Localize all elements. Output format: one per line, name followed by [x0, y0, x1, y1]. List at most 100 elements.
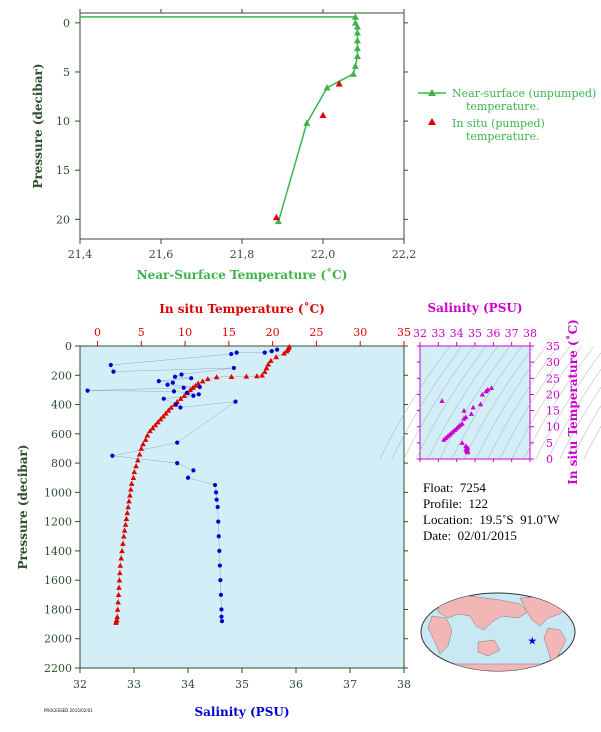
isopycnal: [523, 345, 595, 460]
ts-series: [439, 385, 495, 455]
pressure-tick-label: 400: [51, 399, 72, 412]
salinity-point: [111, 369, 116, 374]
temperature-point: [114, 613, 121, 620]
ts-panel: 32 33 34 35 36 37 38 0 5 10 15 20 25 30 35 Salinity (…: [379, 301, 601, 485]
salinity-point: [171, 389, 177, 394]
salinity-point: [218, 592, 224, 597]
isopycnal: [499, 345, 571, 460]
salinity-point: [216, 519, 221, 524]
salinity-point: [219, 619, 225, 624]
pressure-tick-label: 0: [65, 340, 72, 353]
salinity-point: [231, 365, 236, 371]
top-y-axis: 0 5 10 15 20: [56, 17, 408, 226]
salinity-tick-label: 36: [289, 678, 303, 691]
ts-salinity-tick-label: 35: [468, 327, 482, 340]
temperature-point: [144, 432, 151, 438]
temperature-point: [117, 570, 123, 576]
salinity-point: [185, 475, 191, 480]
temperature-point: [195, 380, 202, 386]
ts-point: [470, 404, 476, 410]
unpumped-temperature-point: [351, 13, 359, 20]
salinity-point: [196, 392, 201, 397]
unpumped-temperature-point: [303, 119, 311, 126]
salinity-point: [217, 563, 222, 568]
profile-series: [85, 343, 293, 625]
salinity-point: [178, 405, 183, 410]
salinity-axis: 32 33 34 35 36 37 38: [73, 668, 411, 691]
unpumped-temperature-point: [353, 29, 361, 36]
salinity-point: [191, 393, 196, 398]
pressure-tick-label: 1400: [44, 545, 72, 558]
ts-point: [468, 411, 474, 416]
isopycnal: [511, 345, 583, 460]
ts-salinity-tick-label: 32: [413, 327, 427, 340]
ts-salinity-tick-label: 38: [523, 327, 537, 340]
temperature-point: [127, 492, 133, 498]
ts-salinity-label: Salinity (PSU): [427, 301, 522, 315]
info-location: Location: 19.5˚S 91.0˚W: [423, 512, 560, 527]
pumped-temperature-point: [335, 80, 343, 87]
salinity-point: [213, 490, 219, 495]
temperature-point: [134, 457, 141, 463]
temperature-point: [120, 540, 126, 546]
temperature-point: [130, 474, 137, 480]
salinity-point: [191, 468, 196, 473]
top-y-tick-label: 15: [56, 164, 70, 177]
ts-temperature-label: In situ Temperature (˚C): [565, 319, 580, 485]
land-australia: [477, 639, 501, 657]
temperature-point: [115, 592, 122, 598]
world-map: ★: [420, 592, 576, 672]
legend-unpumped-marker: [428, 89, 436, 96]
temperature-point: [121, 527, 128, 533]
salinity-tick-label: 32: [73, 678, 87, 691]
ts-salinity-tick-label: 34: [450, 327, 464, 340]
isopycnal: [403, 345, 475, 460]
pressure-tick-label: 1800: [44, 603, 72, 616]
temperature-axis-label: In situ Temperature (˚C): [159, 301, 325, 316]
unpumped-temperature-point: [351, 62, 359, 69]
top-x-tick-label: 22,0: [311, 248, 336, 261]
temperature-point: [152, 422, 159, 428]
ts-point: [461, 416, 467, 421]
temperature-point: [133, 463, 139, 469]
ts-point: [465, 449, 471, 455]
top-y-tick-label: 5: [63, 66, 70, 79]
temperature-point: [147, 428, 153, 434]
float-info: Float: 7254 Profile: 122 Location: 19.5˚…: [423, 480, 559, 544]
pressure-tick-label: 2200: [44, 662, 72, 675]
temperature-tick-label: 5: [138, 326, 145, 339]
salinity-point: [212, 482, 218, 488]
salinity-point: [233, 399, 238, 404]
top-series: [80, 13, 361, 225]
temperature-point: [124, 510, 131, 516]
temperature-tick-label: 10: [178, 326, 192, 339]
ts-isopycnals: [379, 345, 601, 460]
pressure-axis: 0 200 400 600 800 1000 1200 1400 1600 1800 2000 220…: [44, 340, 408, 675]
salinity-point: [217, 548, 222, 554]
unpumped-temperature-point: [323, 84, 331, 91]
temperature-point: [254, 373, 260, 379]
ts-salinity-tick-label: 36: [486, 327, 500, 340]
profile-y-axis-label: Pressure (decibar): [16, 444, 30, 569]
top-panel: 21,4 21,6 21,8 22,0 22,2 0 5 10 15 20 Near-Surfa…: [31, 9, 416, 282]
unpumped-temperature-point: [353, 52, 361, 60]
land-antarctica: [423, 663, 573, 671]
top-x-tick-label: 21,6: [149, 248, 174, 261]
salinity-tick-label: 35: [235, 678, 249, 691]
temperature-tick-label: 30: [353, 326, 367, 339]
salinity-point: [234, 350, 239, 355]
salinity-point: [174, 402, 179, 407]
profile-panel: 32 33 34 35 36 37 38 0 5 10 15 20 25 30 35 0 200 400 600…: [16, 301, 411, 719]
top-y-tick-label: 10: [56, 115, 70, 128]
ts-temperature-tick-label: 15: [546, 405, 560, 418]
salinity-point: [172, 374, 178, 379]
unpumped-temperature-point: [353, 23, 361, 30]
ts-point: [441, 437, 447, 442]
temperature-point: [243, 373, 250, 379]
legend-pumped-label-1: In situ (pumped): [452, 117, 545, 130]
temperature-point: [140, 441, 146, 447]
salinity-point: [219, 614, 224, 619]
salinity-point: [110, 453, 115, 458]
salinity-point: [197, 384, 202, 390]
temperature-point: [259, 372, 265, 378]
